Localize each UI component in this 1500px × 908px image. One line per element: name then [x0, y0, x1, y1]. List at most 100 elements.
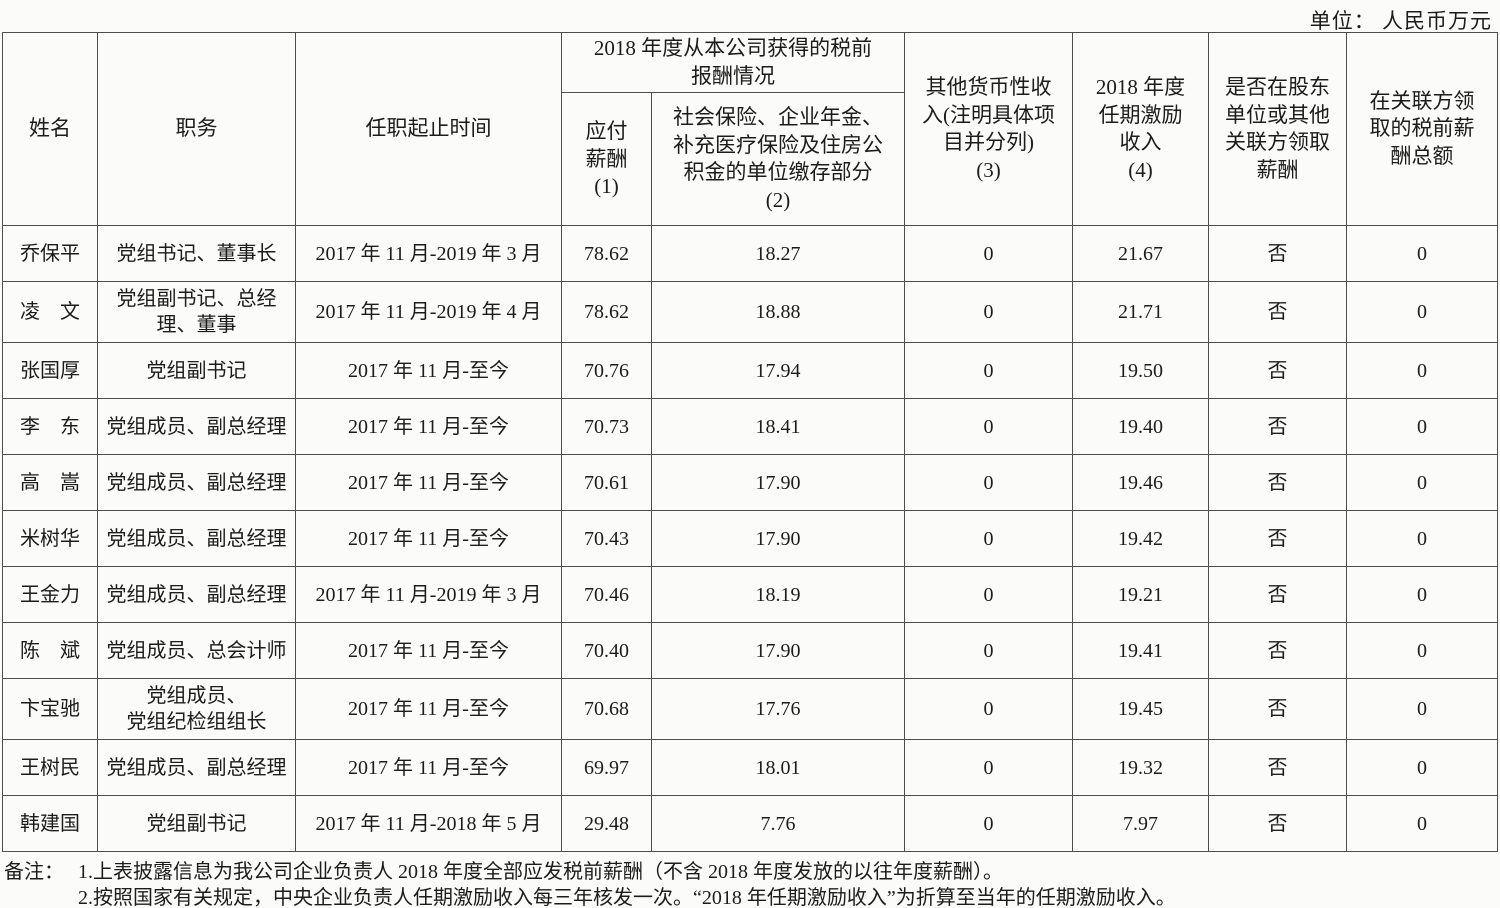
header-row-sub: 应付 薪酬 (1) 社会保险、企业年金、 补充医疗保险及住房公 积金的单位缴存部… [3, 92, 1498, 227]
table-row: 陈 斌党组成员、总会计师 2017 年 11 月-至今 70.40 17.90 0 19.… [2, 622, 1498, 680]
cell-related-party-total: 0 [1346, 678, 1498, 741]
cell-payable: 70.43 [561, 510, 652, 568]
col-header-position: 职务 [97, 31, 296, 227]
table-row: 凌 文党组副书记、总经 理、董事 2017 年 11 月-2019 年 4 月 78… [2, 281, 1498, 344]
col-header-term: 任职起止时间 [295, 31, 562, 227]
cell-social: 17.90 [651, 454, 905, 512]
cell-tenure-incentive: 19.45 [1072, 678, 1209, 741]
cell-position: 党组成员、副总经理 [97, 398, 296, 456]
cell-position: 党组副书记 [97, 795, 296, 853]
cell-payable: 70.46 [561, 566, 652, 624]
cell-tenure-incentive: 7.97 [1072, 795, 1209, 853]
cell-other-income: 0 [904, 622, 1073, 680]
table-row: 王树民 党组成员、副总经理 2017 年 11 月-至今 69.97 18.01 0 19.… [2, 739, 1498, 797]
table-row: 卞宝驰 党组成员、 党组纪检组组长 2017 年 11 月-至今 70.68 17.76… [2, 678, 1498, 741]
note-item: 2.按照国家有关规定，中央企业负责人任期激励收入每三年核发一次。“2018 年任… [78, 887, 1176, 908]
cell-social: 18.41 [651, 398, 905, 456]
cell-term: 2017 年 11 月-至今 [295, 398, 562, 456]
cell-tenure-incentive: 21.71 [1072, 281, 1209, 344]
cell-name: 王金力 [2, 566, 98, 624]
cell-related-party-flag: 否 [1208, 739, 1347, 797]
table-row: 张国厚 党组副书记 2017 年 11 月-至今 70.76 17.94 0 19.50 否 0 [2, 342, 1498, 400]
table-row: 李 东党组成员、副总经理 2017 年 11 月-至今 70.73 18.41 0 19.… [2, 398, 1498, 456]
cell-social: 17.76 [651, 678, 905, 741]
cell-other-income: 0 [904, 281, 1073, 344]
cell-other-income: 0 [904, 225, 1073, 283]
cell-related-party-total: 0 [1346, 281, 1498, 344]
cell-position: 党组副书记、总经 理、董事 [97, 281, 296, 344]
cell-payable: 70.40 [561, 622, 652, 680]
cell-related-party-total: 0 [1346, 566, 1498, 624]
cell-other-income: 0 [904, 566, 1073, 624]
cell-payable: 78.62 [561, 225, 652, 283]
cell-term: 2017 年 11 月-至今 [295, 678, 562, 741]
col-header-related-party-flag: 是否在股东 单位或其他 关联方领取 薪酬 [1208, 31, 1347, 227]
notes-items: 1.上表披露信息为我公司企业负责人 2018 年度全部应发税前薪酬（不含 201… [78, 860, 1176, 908]
cell-related-party-flag: 否 [1208, 454, 1347, 512]
cell-payable: 70.76 [561, 342, 652, 400]
cell-position: 党组成员、副总经理 [97, 566, 296, 624]
cell-tenure-incentive: 19.50 [1072, 342, 1209, 400]
cell-name: 韩建国 [2, 795, 98, 853]
col-header-social: 社会保险、企业年金、 补充医疗保险及住房公 积金的单位缴存部分 (2) [651, 92, 905, 227]
compensation-table: 姓名 职务 任职起止时间 2018 年度从本公司获得的税前 报酬情况 其他货币性… [2, 31, 1498, 853]
cell-other-income: 0 [904, 795, 1073, 853]
cell-related-party-flag: 否 [1208, 622, 1347, 680]
cell-position: 党组成员、副总经理 [97, 739, 296, 797]
cell-tenure-incentive: 19.21 [1072, 566, 1209, 624]
cell-related-party-flag: 否 [1208, 398, 1347, 456]
cell-payable: 70.73 [561, 398, 652, 456]
cell-payable: 29.48 [561, 795, 652, 853]
col-header-comp-group: 2018 年度从本公司获得的税前 报酬情况 [561, 31, 905, 94]
cell-tenure-incentive: 19.42 [1072, 510, 1209, 568]
cell-other-income: 0 [904, 510, 1073, 568]
cell-social: 17.94 [651, 342, 905, 400]
cell-term: 2017 年 11 月-2019 年 4 月 [295, 281, 562, 344]
cell-social: 18.88 [651, 281, 905, 344]
cell-position: 党组成员、总会计师 [97, 622, 296, 680]
cell-social: 18.27 [651, 225, 905, 283]
cell-related-party-flag: 否 [1208, 342, 1347, 400]
cell-payable: 78.62 [561, 281, 652, 344]
cell-payable: 70.68 [561, 678, 652, 741]
cell-term: 2017 年 11 月-至今 [295, 622, 562, 680]
cell-name: 乔保平 [2, 225, 98, 283]
cell-name: 凌 文 [2, 281, 98, 344]
cell-related-party-total: 0 [1346, 398, 1498, 456]
cell-related-party-flag: 否 [1208, 281, 1347, 344]
table-row: 王金力 党组成员、副总经理 2017 年 11 月-2019 年 3 月 70.46 1… [2, 566, 1498, 624]
table-row: 高 嵩党组成员、副总经理 2017 年 11 月-至今 70.61 17.90 0 19.… [2, 454, 1498, 512]
cell-name: 王树民 [2, 739, 98, 797]
cell-payable: 69.97 [561, 739, 652, 797]
cell-other-income: 0 [904, 454, 1073, 512]
cell-term: 2017 年 11 月-2018 年 5 月 [295, 795, 562, 853]
cell-social: 7.76 [651, 795, 905, 853]
cell-social: 17.90 [651, 510, 905, 568]
cell-term: 2017 年 11 月-至今 [295, 510, 562, 568]
notes: 备注： 1.上表披露信息为我公司企业负责人 2018 年度全部应发税前薪酬（不含… [4, 860, 1500, 908]
cell-term: 2017 年 11 月-2019 年 3 月 [295, 225, 562, 283]
cell-social: 17.90 [651, 622, 905, 680]
cell-social: 18.01 [651, 739, 905, 797]
col-header-name: 姓名 [2, 31, 98, 227]
notes-label: 备注： [4, 861, 64, 884]
note-item: 1.上表披露信息为我公司企业负责人 2018 年度全部应发税前薪酬（不含 201… [78, 861, 1003, 884]
cell-related-party-total: 0 [1346, 622, 1498, 680]
cell-tenure-incentive: 19.32 [1072, 739, 1209, 797]
cell-term: 2017 年 11 月-至今 [295, 342, 562, 400]
cell-term: 2017 年 11 月-至今 [295, 739, 562, 797]
col-header-related-party-total: 在关联方领 取的税前薪 酬总额 [1346, 31, 1498, 227]
cell-position: 党组书记、董事长 [97, 225, 296, 283]
cell-tenure-incentive: 21.67 [1072, 225, 1209, 283]
cell-tenure-incentive: 19.46 [1072, 454, 1209, 512]
cell-related-party-flag: 否 [1208, 678, 1347, 741]
cell-other-income: 0 [904, 398, 1073, 456]
cell-position: 党组副书记 [97, 342, 296, 400]
cell-related-party-flag: 否 [1208, 795, 1347, 853]
cell-related-party-total: 0 [1346, 795, 1498, 853]
cell-name: 李 东 [2, 398, 98, 456]
cell-other-income: 0 [904, 342, 1073, 400]
table-row: 乔保平 党组书记、董事长 2017 年 11 月-2019 年 3 月 78.62 18… [2, 225, 1498, 283]
cell-related-party-flag: 否 [1208, 225, 1347, 283]
